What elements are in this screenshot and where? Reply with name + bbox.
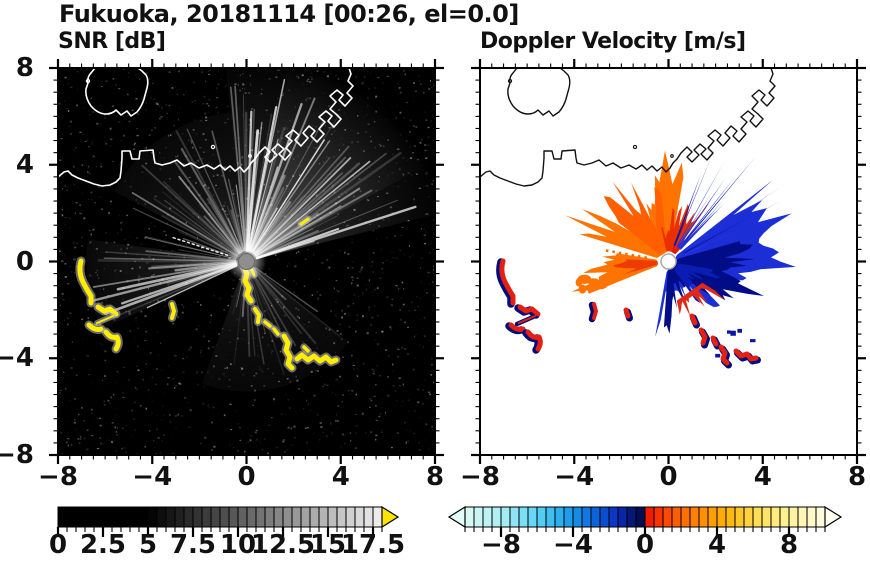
x-axis-tick-label: 4 [331, 462, 350, 492]
snr-colorbar-tick-label: 5 [138, 530, 158, 560]
axis-ticks [49, 59, 444, 464]
coastline [480, 68, 776, 187]
x-axis-tick-label: −4 [554, 462, 595, 492]
snr-colorbar-tick-label: 0 [48, 530, 68, 560]
x-axis-tick-label: −8 [460, 462, 500, 492]
x-axis-tick-label: 0 [237, 462, 256, 492]
velocity-dotted-trail [603, 248, 648, 259]
coastline [58, 68, 354, 187]
snr-panel [58, 68, 435, 455]
snr-colorbar-tick-label: 7.5 [169, 530, 217, 560]
snr-colorbar-tick-label: 2.5 [79, 530, 127, 560]
velocity-echo-fragments [496, 258, 761, 369]
velocity-colorbar-tick-label: 4 [707, 530, 727, 560]
radar-beams [88, 78, 417, 376]
snr-colorbar-tick-label: 17.5 [340, 530, 406, 560]
y-axis-tick-label: 0 [15, 246, 34, 277]
x-axis-tick-label: −4 [132, 462, 173, 492]
radar-site-marker [660, 253, 677, 270]
velocity-field [565, 150, 796, 362]
snr-panel-title: SNR [dB] [58, 29, 166, 54]
x-axis-tick-label: 4 [753, 462, 772, 492]
velocity-colorbar [447, 505, 843, 537]
x-axis-tick-label: 0 [659, 462, 678, 492]
x-axis-tick-label: 8 [847, 462, 867, 492]
snr-colorbar [56, 505, 400, 537]
axis-ticks [471, 59, 866, 464]
y-axis-tick-label: 8 [15, 53, 34, 83]
velocity-colorbar-tick-label: 0 [635, 530, 655, 560]
radar-site-marker [238, 253, 255, 270]
x-axis-tick-label: −8 [38, 462, 78, 492]
snr-colorbar-tick-label: 12.5 [250, 530, 316, 560]
velocity-panel [480, 68, 857, 455]
figure-title: Fukuoka, 20181114 [00:26, el=0.0] [59, 0, 519, 28]
snr-colorbar-tick-label: 15 [309, 530, 347, 560]
snr-colorbar-tick-label: 10 [219, 530, 257, 560]
velocity-colorbar-tick-label: 8 [779, 530, 799, 560]
x-axis-tick-label: 8 [425, 462, 445, 492]
y-axis-tick-label: −8 [0, 440, 34, 470]
y-axis-tick-label: −4 [0, 343, 34, 374]
y-axis-tick-label: 4 [15, 149, 34, 180]
velocity-panel-title: Doppler Velocity [m/s] [480, 29, 746, 54]
velocity-colorbar-tick-label: −8 [481, 530, 521, 560]
velocity-colorbar-tick-label: −4 [553, 530, 593, 560]
